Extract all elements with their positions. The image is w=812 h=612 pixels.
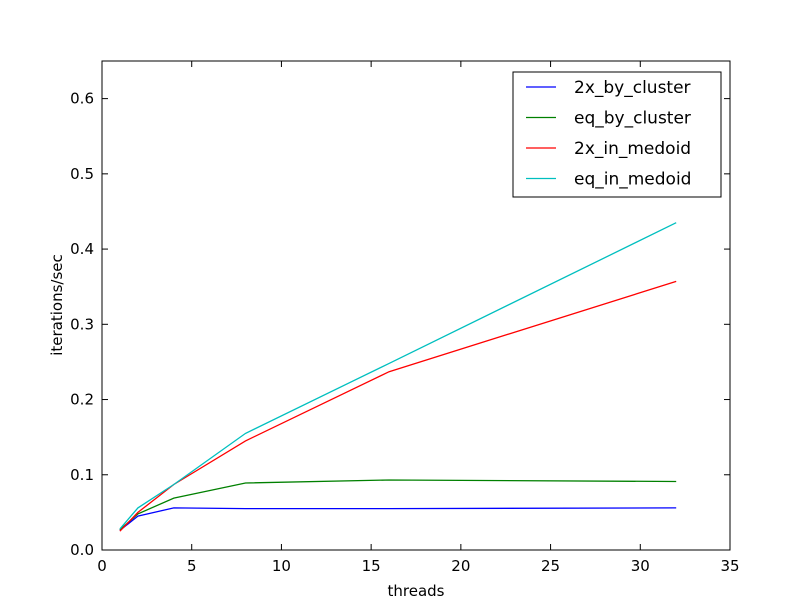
x-tick-label: 5 <box>187 557 197 575</box>
series-line-eq_in_medoid <box>119 222 677 530</box>
legend-label: eq_in_medoid <box>574 170 691 190</box>
plot-frame <box>101 60 731 551</box>
legend-label: 2x_by_cluster <box>574 78 691 98</box>
legend-box <box>512 71 722 198</box>
x-tick-label: 25 <box>541 557 560 575</box>
y-tick-label: 0.3 <box>70 315 94 333</box>
x-axis-ticks: 0 5 10 15 20 25 30 35 <box>97 61 740 575</box>
y-tick-label: 0.2 <box>70 391 94 409</box>
series-line-eq_by_cluster <box>119 479 677 531</box>
legend-label: 2x_in_medoid <box>574 139 691 159</box>
x-tick-label: 15 <box>362 557 381 575</box>
legend-label: eq_by_cluster <box>574 109 691 129</box>
x-tick-label: 35 <box>720 557 739 575</box>
x-tick-label: 0 <box>97 557 107 575</box>
y-axis-ticks: 0.0 0.1 0.2 0.3 0.4 0.5 0.6 <box>70 90 730 559</box>
legend-entries: 2x_by_cluster eq_by_cluster 2x_in_medoideq… <box>526 78 691 190</box>
y-tick-label: 0.0 <box>70 541 94 559</box>
series-line-2x_in_medoid <box>119 280 677 532</box>
y-axis-label: iterations/sec <box>48 254 66 356</box>
x-tick-label: 10 <box>272 557 291 575</box>
series-layer <box>119 222 677 532</box>
y-tick-label: 0.1 <box>70 466 94 484</box>
y-tick-label: 0.5 <box>70 165 94 183</box>
series-line-2x_by_cluster <box>119 507 677 531</box>
legend: 2x_by_cluster eq_by_cluster 2x_in_medoideq… <box>512 71 722 198</box>
y-tick-label: 0.4 <box>70 240 94 258</box>
y-tick-label: 0.6 <box>70 90 94 108</box>
x-tick-label: 30 <box>631 557 650 575</box>
x-tick-label: 20 <box>451 557 470 575</box>
x-axis-label: threads <box>388 582 445 600</box>
